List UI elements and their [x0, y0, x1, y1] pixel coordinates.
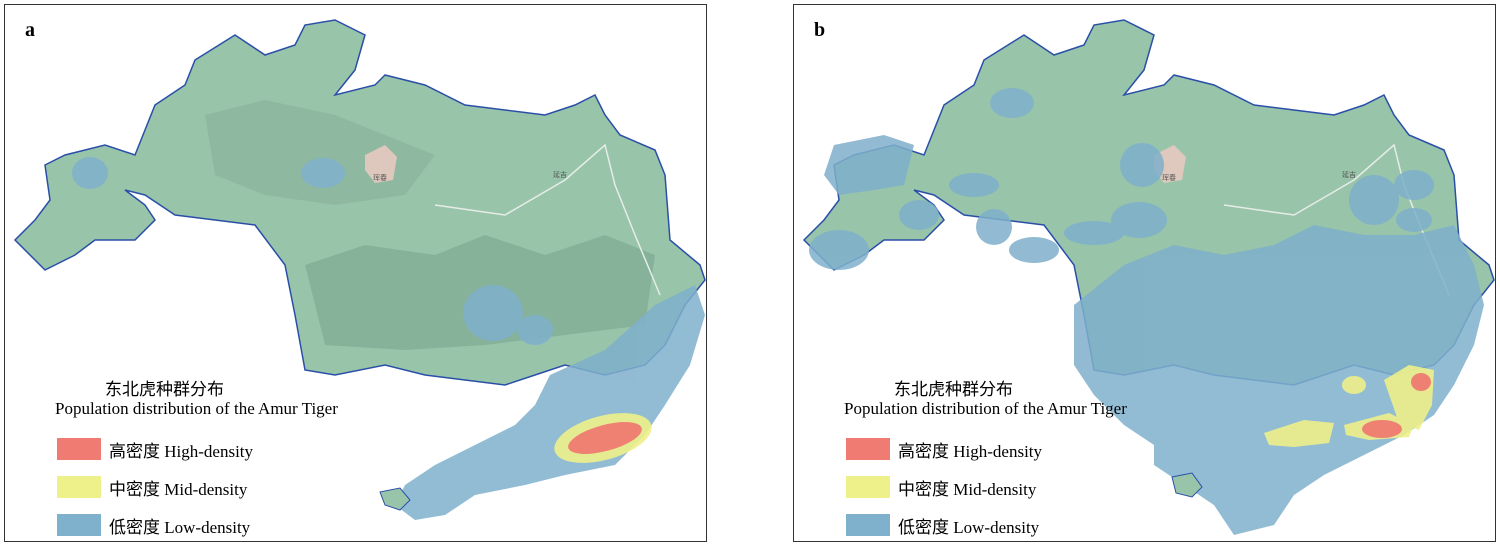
- coastal-island: [379, 487, 411, 511]
- legend-item-mid: 中密度 Mid-density: [846, 475, 1036, 499]
- legend-title-cn: 东北虎种群分布: [105, 380, 224, 399]
- map-panel-a: 珲春 延吉 a 东北虎种群分布 Population distribution …: [4, 4, 707, 542]
- road: [434, 143, 661, 296]
- legend-item-mid: 中密度 Mid-density: [57, 475, 247, 499]
- legend-title-en: Population distribution of the Amur Tige…: [55, 399, 338, 418]
- panel-label: a: [25, 19, 35, 41]
- legend-label: 高密度 High-density: [898, 441, 1043, 461]
- study-area-terrain: [13, 19, 706, 386]
- coastal-island: [1171, 472, 1203, 498]
- legend-item-low: 低密度 Low-density: [57, 513, 250, 537]
- legend-label: 中密度 Mid-density: [898, 479, 1037, 499]
- place-label-2: 延吉: [1342, 170, 1356, 179]
- legend-title-en: Population distribution of the Amur Tige…: [844, 399, 1127, 418]
- place-label-1: 珲春: [373, 173, 387, 182]
- low-density-zones: [809, 88, 1484, 535]
- legend-label: 高密度 High-density: [109, 441, 254, 461]
- legend-label: 低密度 Low-density: [898, 517, 1040, 537]
- map-panel-b: 珲春 延吉 b: [793, 4, 1496, 542]
- legend-swatch-mid: [846, 476, 890, 498]
- legend-swatch-mid: [57, 476, 101, 498]
- urban-area: [365, 145, 397, 183]
- panel-label: b: [814, 19, 826, 41]
- legend-swatch-high: [57, 438, 101, 460]
- legend-label: 低密度 Low-density: [109, 517, 251, 537]
- legend-item-low: 低密度 Low-density: [846, 513, 1039, 537]
- legend-item-high: 高密度 High-density: [57, 437, 253, 461]
- high-density-zone: [568, 422, 642, 454]
- low-density-zones: [72, 157, 705, 520]
- map-canvas-b: 珲春 延吉: [802, 19, 1495, 535]
- legend-title-cn: 东北虎种群分布: [894, 380, 1013, 399]
- legend-item-high: 高密度 High-density: [846, 437, 1042, 461]
- high-density-zones: [1362, 373, 1431, 438]
- map-canvas-a: 珲春 延吉: [13, 19, 706, 520]
- place-label-1: 珲春: [1162, 173, 1176, 182]
- legend-swatch-high: [846, 438, 890, 460]
- place-label-2: 延吉: [553, 170, 567, 179]
- legend-swatch-low: [57, 514, 101, 536]
- legend-swatch-low: [846, 514, 890, 536]
- legend-label: 中密度 Mid-density: [109, 479, 248, 499]
